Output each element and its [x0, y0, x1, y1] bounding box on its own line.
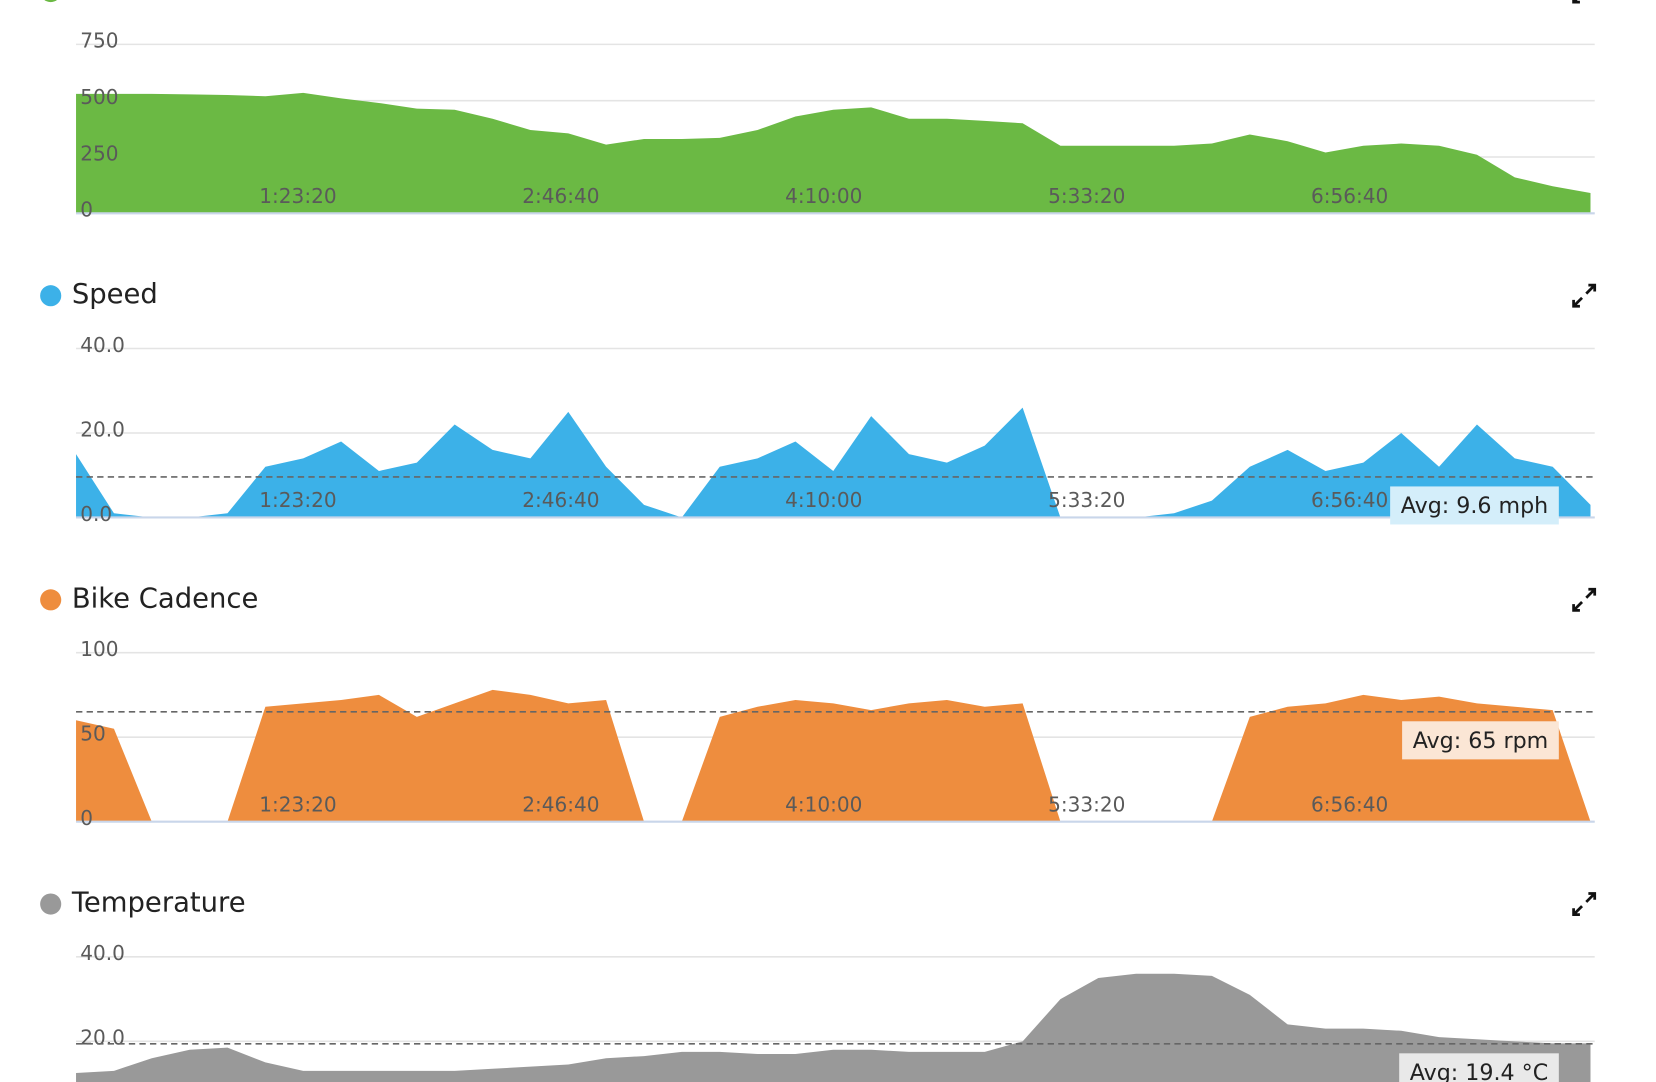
x-tick-label: 4:10:00: [785, 184, 862, 208]
average-label-box: [1399, 1053, 1559, 1082]
area: [76, 92, 1591, 214]
expand-button[interactable]: [1570, 0, 1597, 5]
chart-title: Bike Cadence: [72, 583, 259, 614]
charts: Elevation02505007501:23:202:46:404:10:00…: [40, 0, 1597, 1082]
chart-title: Speed: [72, 279, 158, 310]
area: [76, 407, 1591, 518]
x-tick-label: 5:33:20: [1048, 488, 1125, 512]
y-tick-label: 0: [80, 198, 93, 222]
area: [76, 973, 1591, 1082]
average-label-box: [1390, 486, 1559, 525]
y-tick-label: 40.0: [80, 333, 125, 357]
y-tick-label: 0.0: [80, 502, 112, 526]
x-tick-label: 4:10:00: [785, 792, 862, 816]
expand-icon[interactable]: [1572, 283, 1597, 308]
chart-panel: Elevation 0 250 500 750 1:23:20 2:46:40 4:10:00…: [44, 0, 1597, 222]
title-dot: [40, 893, 62, 915]
average-label: Avg: 19.4 °C: [1410, 1060, 1548, 1082]
x-tick-label: 5:33:20: [1048, 184, 1125, 208]
y-tick-label: 750: [80, 29, 118, 53]
y-tick-label: 100: [80, 637, 118, 661]
y-tick-label: 20.0: [80, 1026, 125, 1050]
title-dot: [40, 589, 62, 611]
chart-panel: Bike Cadence 0 50 100 1:23:20 2:46:40 4:10:00 5…: [40, 583, 1597, 830]
x-tick-label: 2:46:40: [522, 792, 599, 816]
chart-title: Temperature: [71, 888, 246, 919]
area: [76, 689, 1591, 822]
chart-title: Elevation: [72, 0, 199, 6]
y-tick-label: 250: [80, 141, 118, 165]
average-label-box: [1402, 721, 1559, 760]
x-tick-label: 4:10:00: [785, 488, 862, 512]
expand-button[interactable]: [1570, 890, 1597, 917]
average-label-tint: [1402, 721, 1559, 760]
expand-button[interactable]: [1570, 586, 1597, 613]
y-tick-label: 500: [80, 85, 118, 109]
y-tick-label: 50: [80, 722, 106, 746]
chart-panel: Speed 0.0 20.0 40.0 1:23:20 2:46:40 4:10:00 5:3…: [40, 279, 1597, 526]
x-tick-label: 2:46:40: [522, 488, 599, 512]
x-tick-label: 2:46:40: [522, 184, 599, 208]
x-tick-label: 1:23:20: [259, 488, 336, 512]
y-tick-label: 20.0: [80, 417, 125, 441]
expand-button[interactable]: [1570, 282, 1597, 309]
average-label-tint: [1399, 1053, 1559, 1082]
x-tick-label: 6:56:40: [1311, 488, 1388, 512]
y-tick-label: 40.0: [80, 941, 125, 965]
y-tick-label: 0: [80, 806, 93, 830]
expand-icon[interactable]: [1572, 587, 1597, 612]
chart-panel: Temperature20.040.01:23:202:46:404:10:00…: [40, 888, 1597, 1082]
x-tick-label: 6:56:40: [1311, 184, 1388, 208]
expand-icon[interactable]: [1572, 892, 1597, 916]
x-tick-label: 5:33:20: [1048, 792, 1125, 816]
x-tick-label: 1:23:20: [259, 184, 336, 208]
x-tick-label: 6:56:40: [1311, 792, 1388, 816]
average-label-tint: [1390, 486, 1559, 525]
title-dot: [44, 0, 58, 3]
average-label: Avg: 9.6 mph: [1401, 493, 1549, 519]
title-dot: [40, 285, 62, 307]
x-tick-label: 1:23:20: [259, 792, 336, 816]
average-label: Avg: 65 rpm: [1413, 728, 1549, 754]
